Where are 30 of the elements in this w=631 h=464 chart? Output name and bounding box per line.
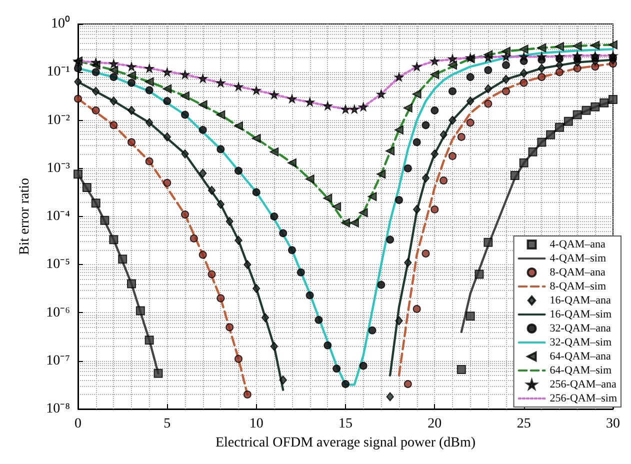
y-tick-label: 10⁻⁷ (46, 353, 70, 368)
y-tick-label: 10⁻⁶ (46, 305, 70, 320)
x-axis-title: Electrical OFDM average signal power (dBm) (215, 435, 476, 450)
legend-label: 4-QAM–ana (550, 238, 606, 250)
y-tick-label: 10⁻³ (46, 160, 70, 176)
x-tick-label: 20 (428, 416, 442, 432)
y-axis-title: Bit error ratio (18, 178, 32, 255)
y-tick-label: 10⁻¹ (46, 64, 70, 80)
legend-label: 256-QAM–ana (550, 378, 616, 390)
legend-label: 4-QAM–sim (550, 252, 606, 264)
legend-label: 64-QAM–sim (550, 364, 612, 376)
x-tick-label: 25 (516, 416, 531, 432)
x-tick-label: 30 (606, 416, 620, 432)
x-tick-label: 15 (338, 416, 352, 432)
legend-label: 64-QAM–ana (550, 350, 611, 362)
legend-label: 16-QAM–ana (550, 294, 611, 306)
y-tick-label: 10⁻⁸ (46, 402, 70, 416)
legend-label: 8-QAM–sim (550, 280, 606, 292)
y-tick-label: 10⁻² (46, 112, 70, 128)
y-tick-label: 10⁻⁴ (46, 209, 70, 224)
legend-label: 32-QAM–sim (550, 336, 612, 348)
y-tick-label: 10⁻⁵ (46, 257, 70, 272)
x-tick-label: 0 (74, 416, 82, 432)
x-tick-label: 5 (164, 416, 171, 432)
y-tick-label: 10⁰ (51, 16, 70, 32)
x-tick-label: 10 (249, 416, 264, 432)
legend-label: 256-QAM–sim (550, 392, 618, 404)
legend-label: 8-QAM–ana (550, 266, 606, 278)
legend-label: 32-QAM–ana (550, 322, 611, 334)
legend-label: 16-QAM–sim (550, 308, 612, 320)
